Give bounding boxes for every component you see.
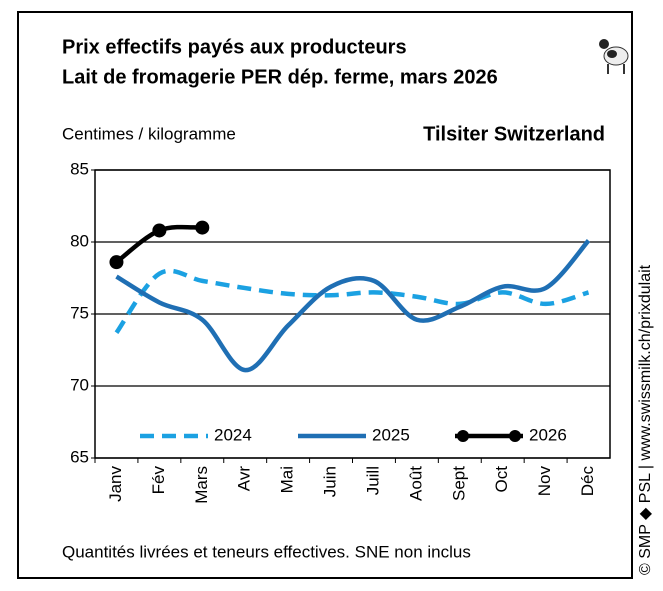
subtitle: Tilsiter Switzerland [423, 123, 605, 145]
legend-marker [509, 430, 521, 442]
marker [195, 220, 210, 235]
x-tick-label: Juin [321, 466, 340, 497]
y-tick-label: 75 [70, 303, 89, 322]
marker [109, 255, 124, 270]
legend-label: 2024 [214, 425, 252, 444]
series-line [114, 268, 590, 335]
source: © SMP ◆ PSL | www.swissmilk.ch/prixdulai… [637, 264, 654, 575]
x-tick-label: Nov [535, 466, 554, 497]
x-tick-label: Sept [449, 466, 468, 501]
x-tick-label: Mars [192, 466, 211, 504]
y-tick-label: 85 [70, 159, 89, 178]
y-axis-label: Centimes / kilogramme [62, 124, 236, 143]
y-tick-label: 65 [70, 447, 89, 466]
chart-title: Lait de fromagerie PER dép. ferme, mars … [62, 66, 498, 88]
x-tick-label: Janv [106, 466, 125, 502]
chart-title: Prix effectifs payés aux producteurs [62, 36, 407, 58]
x-tick-label: Avr [235, 466, 254, 492]
x-tick-label: Juill [363, 466, 382, 495]
x-tick-label: Oct [492, 466, 511, 493]
legend-label: 2026 [529, 425, 567, 444]
footnote: Quantités livrées et teneurs effectives.… [62, 542, 471, 561]
x-tick-label: Mai [278, 466, 297, 493]
legend-marker [457, 430, 469, 442]
series-line [115, 239, 591, 373]
x-tick-label: Déc [578, 466, 597, 497]
y-tick-label: 80 [70, 231, 89, 250]
y-tick-label: 70 [70, 375, 89, 394]
x-tick-label: Août [406, 466, 425, 501]
cow-icon [599, 39, 629, 74]
marker [152, 223, 167, 238]
x-tick-label: Fév [149, 466, 168, 495]
legend-label: 2025 [372, 425, 410, 444]
